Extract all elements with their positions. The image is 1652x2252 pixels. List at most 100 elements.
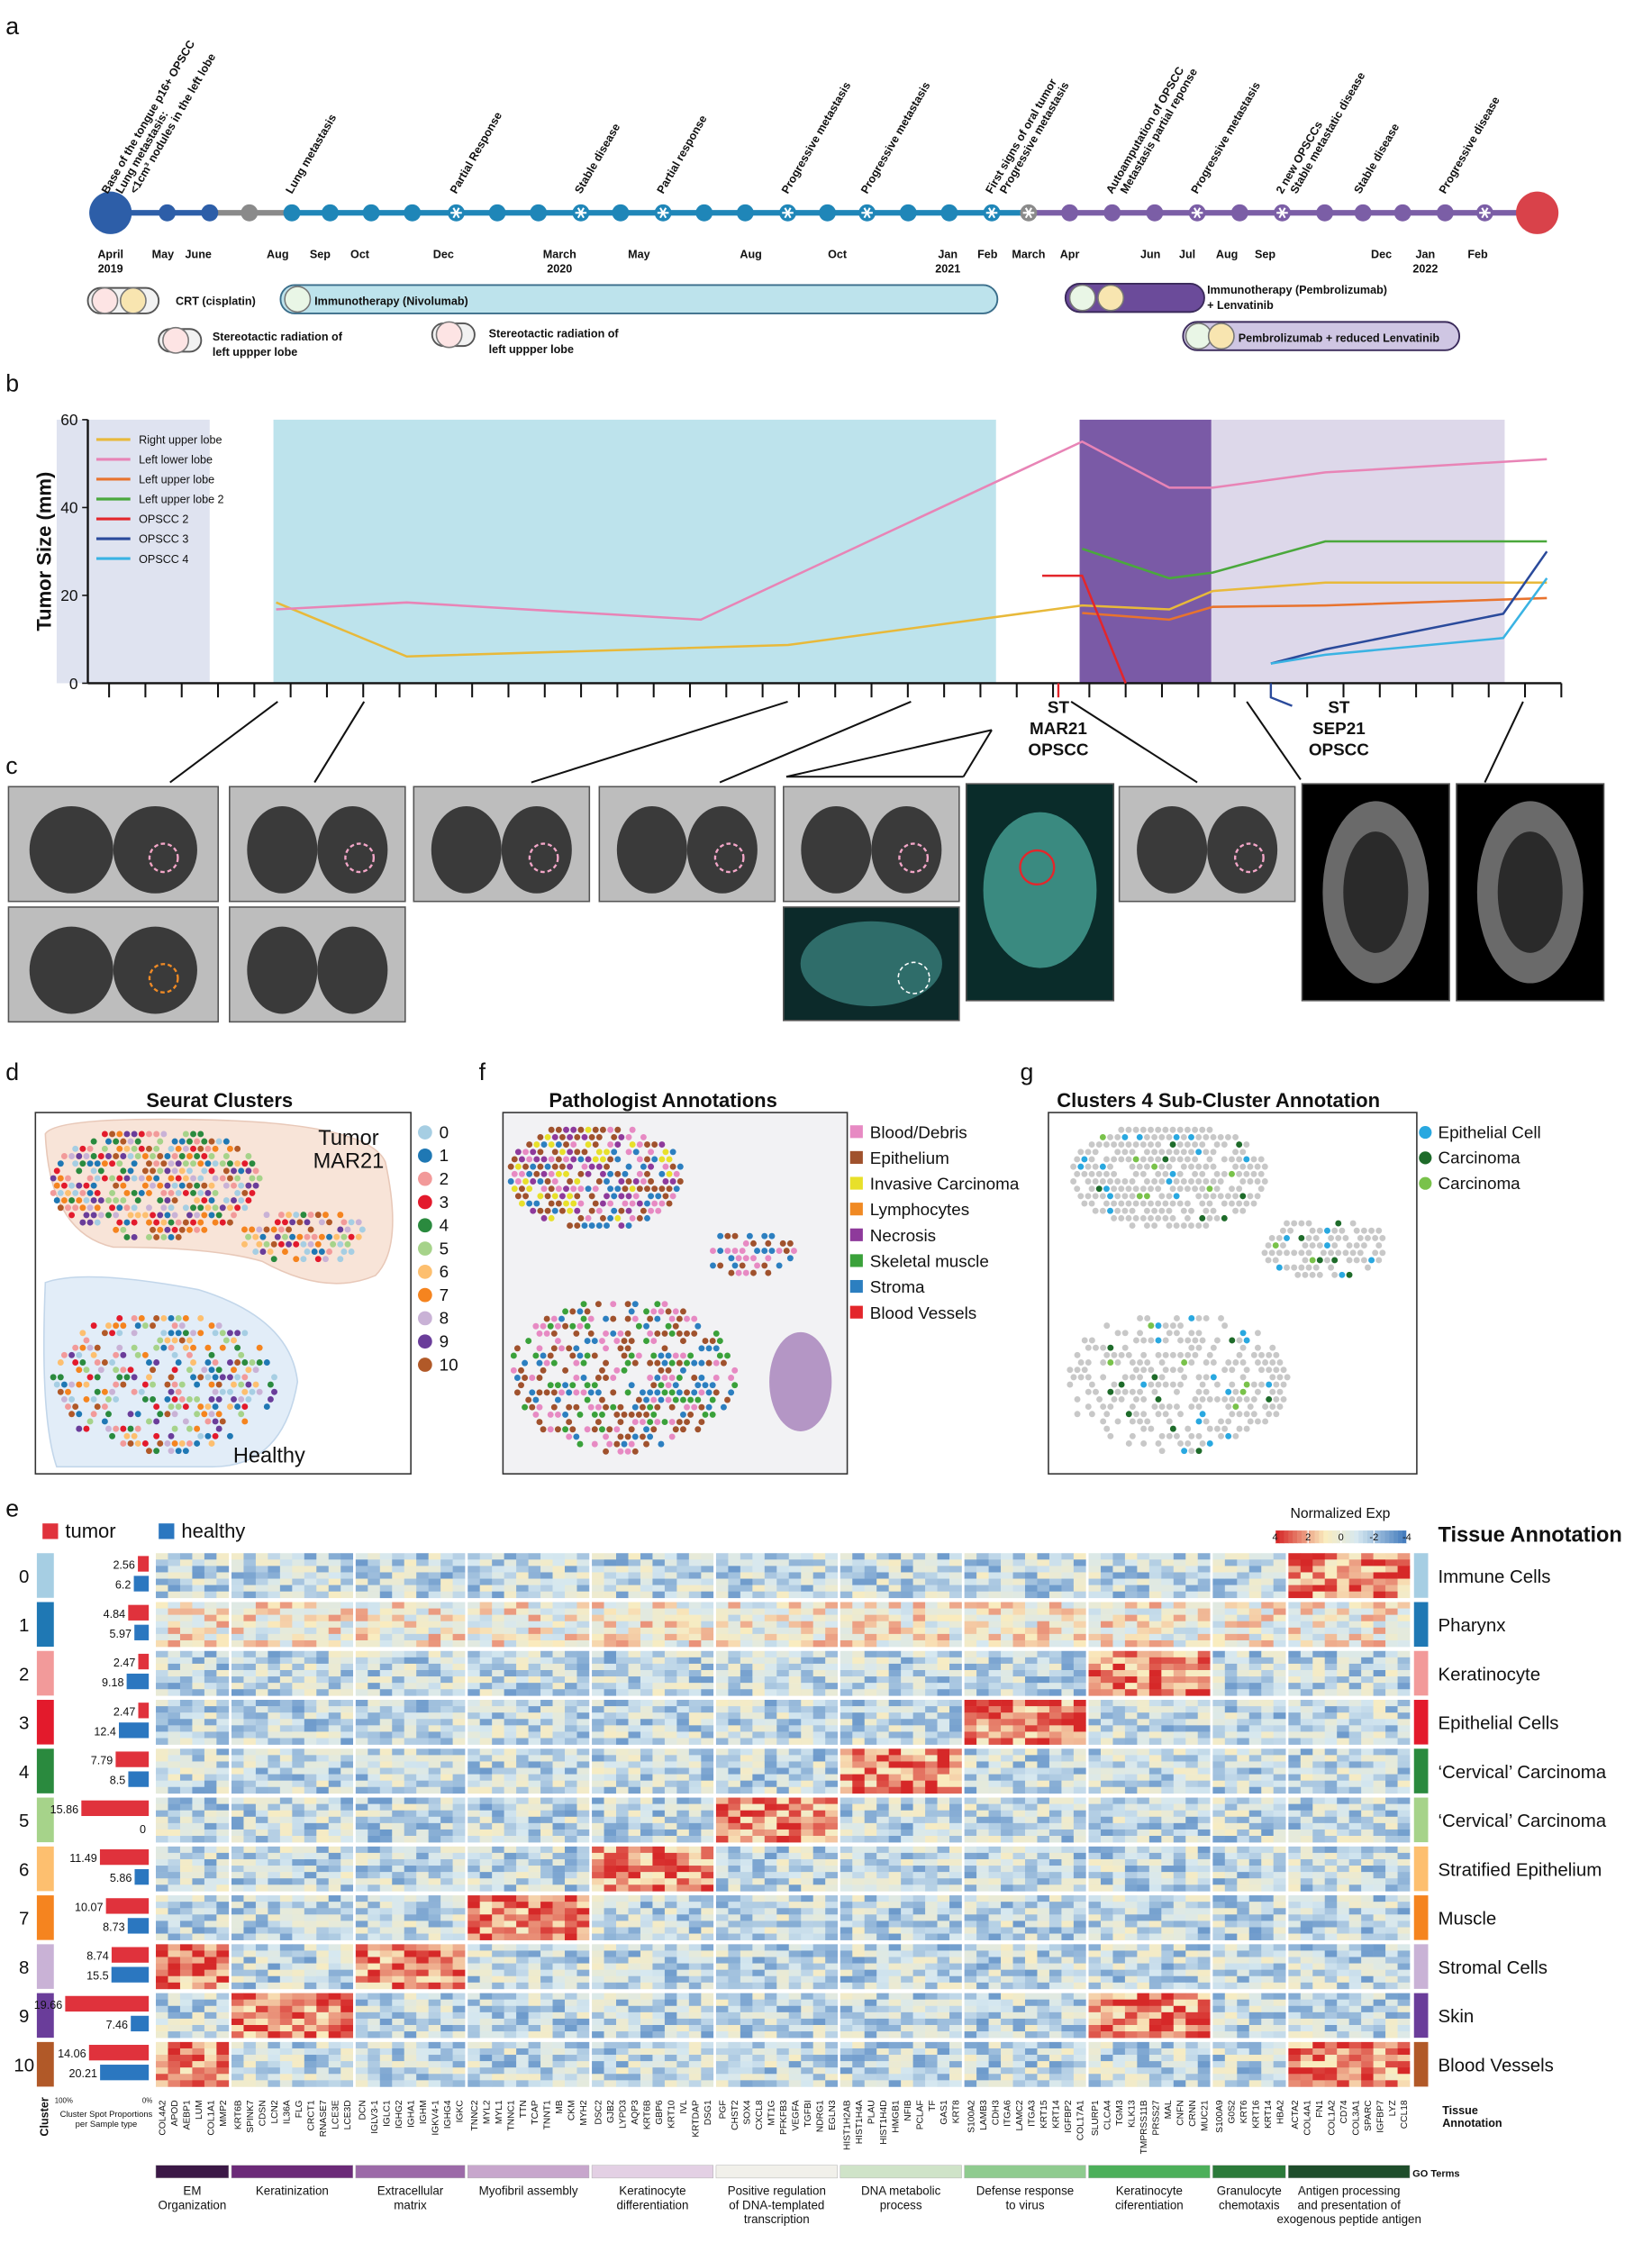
spot: [208, 1395, 215, 1403]
spot: [208, 1322, 215, 1330]
heatmap-cell: [1161, 1719, 1175, 1726]
heatmap-cell: [316, 1639, 330, 1648]
spot: [640, 1178, 647, 1185]
spot: [710, 1262, 716, 1269]
heatmap-cell: [492, 1689, 504, 1696]
spot: [241, 1403, 249, 1411]
spot: [1162, 1411, 1169, 1418]
heatmap-cell: [340, 1683, 354, 1690]
heatmap-cell: [788, 1627, 802, 1635]
spot: [543, 1359, 550, 1367]
heatmap-cell: [1224, 1627, 1238, 1635]
heatmap-cell: [1300, 1719, 1313, 1726]
heatmap-cell: [1137, 1621, 1150, 1629]
heatmap-cell: [1312, 1663, 1326, 1671]
spot: [168, 1204, 175, 1212]
heatmap-cell: [628, 1700, 641, 1707]
spot: [226, 1374, 233, 1381]
heatmap-cell: [788, 1614, 802, 1622]
heatmap-cell: [728, 1585, 741, 1593]
heatmap-cell: [740, 1719, 753, 1726]
spot: [507, 1163, 514, 1170]
heatmap-cell: [292, 1650, 305, 1658]
spot: [1143, 1207, 1150, 1214]
heatmap-cell: [1112, 1578, 1126, 1585]
heatmap-cell: [616, 1669, 629, 1677]
heatmap-cell: [1001, 1572, 1013, 1579]
heatmap-cell: [467, 1614, 481, 1622]
heatmap-cell: [776, 1578, 790, 1585]
heatmap-cell: [1273, 1578, 1286, 1585]
spot: [168, 1234, 175, 1240]
heatmap-cell: [652, 1585, 666, 1593]
heatmap-cell: [888, 1578, 902, 1585]
scan-lung: [871, 805, 942, 894]
heatmap-cell: [552, 1706, 566, 1713]
heatmap-cell: [452, 1566, 466, 1573]
heatmap-cell: [428, 1712, 441, 1720]
heatmap-cell: [392, 1689, 405, 1696]
spot: [1357, 1249, 1364, 1257]
spot: [1125, 1411, 1132, 1418]
date-label: Feb: [977, 249, 998, 261]
heatmap-cell: [1288, 1621, 1302, 1629]
heatmap-cell: [676, 1689, 690, 1696]
tumor-value: 4.84: [104, 1608, 125, 1621]
heatmap-cell: [1012, 1657, 1026, 1665]
spot: [576, 1440, 584, 1448]
spot: [1118, 1351, 1125, 1358]
heatmap-cell: [1073, 1572, 1086, 1579]
heatmap-cell: [676, 1669, 690, 1677]
spot: [694, 1382, 702, 1389]
spot: [658, 1367, 665, 1374]
heatmap-cell: [592, 1578, 604, 1585]
heatmap-cell: [825, 1663, 838, 1671]
heatmap-cell: [728, 1650, 741, 1658]
spot: [1103, 1170, 1110, 1177]
heatmap-cell: [592, 1627, 604, 1635]
heatmap-cell: [1173, 1676, 1186, 1684]
spot: [724, 1232, 731, 1240]
heatmap-cell: [812, 1578, 826, 1585]
spot: [1095, 1141, 1103, 1149]
heatmap-cell: [304, 1683, 317, 1690]
spot: [533, 1200, 540, 1207]
heatmap-cell: [1137, 1627, 1150, 1635]
spot: [1210, 1193, 1217, 1200]
spot: [668, 1419, 676, 1426]
date-label: June: [186, 249, 212, 261]
heatmap-cell: [1300, 1706, 1313, 1713]
spot: [684, 1359, 691, 1367]
timeline-star: [863, 207, 871, 219]
heatmap-cell: [964, 1676, 977, 1684]
heatmap-cell: [368, 1725, 381, 1732]
heatmap-cell: [1037, 1683, 1050, 1690]
heatmap-cell: [204, 1676, 217, 1684]
spot: [259, 1249, 267, 1255]
spot: [138, 1175, 145, 1182]
spot: [570, 1141, 577, 1149]
spot: [219, 1160, 226, 1167]
heatmap-cell: [652, 1706, 666, 1713]
heatmap-cell: [901, 1700, 913, 1707]
heatmap-cell: [1088, 1650, 1102, 1658]
heatmap-cell: [640, 1689, 653, 1696]
heatmap-cell: [1324, 1663, 1338, 1671]
legend-swatch: [418, 1358, 432, 1372]
heatmap-cell: [949, 1650, 962, 1658]
spot: [53, 1167, 60, 1175]
spot: [1199, 1126, 1206, 1133]
heatmap-cell: [788, 1700, 802, 1707]
spot: [1331, 1257, 1339, 1264]
heatmap-cell: [479, 1738, 493, 1745]
heatmap-cell: [576, 1566, 590, 1573]
heatmap-cell: [688, 1712, 702, 1720]
spot: [76, 1367, 83, 1374]
heatmap-cell: [379, 1585, 393, 1593]
heatmap-cell: [540, 1712, 553, 1720]
spot: [113, 1367, 120, 1374]
heatmap-cell: [467, 1712, 481, 1720]
heatmap-cell: [292, 1591, 305, 1599]
annotation: OPSCC: [1309, 740, 1369, 759]
spot: [194, 1440, 201, 1447]
